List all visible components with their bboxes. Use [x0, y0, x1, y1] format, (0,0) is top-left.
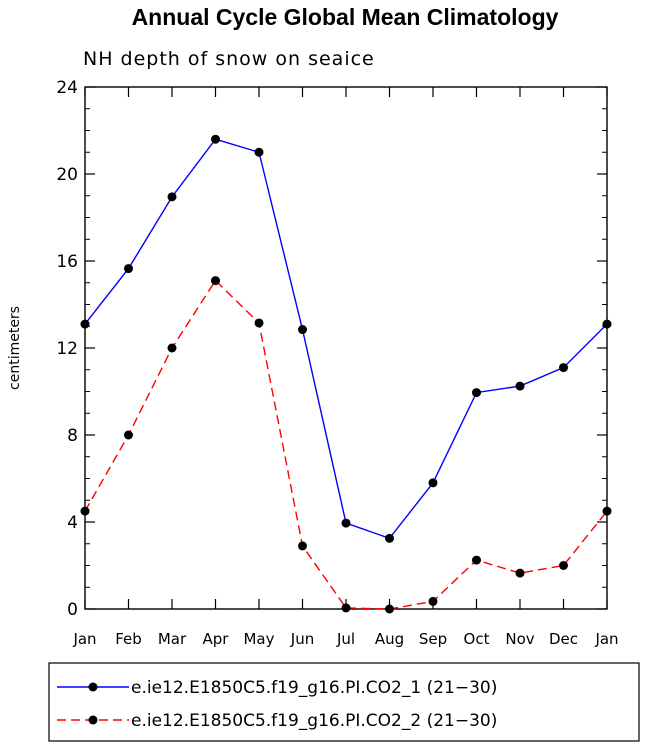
- series-2-point: [428, 596, 438, 606]
- y-axis-label: centimeters: [7, 306, 23, 390]
- x-tick-label: Oct: [464, 630, 490, 648]
- series-line-1: [84, 138, 608, 540]
- x-tick-label: Mar: [158, 630, 187, 648]
- plot-frame: [84, 86, 608, 610]
- y-tick-label: 24: [56, 78, 78, 98]
- series-2-point: [254, 318, 264, 328]
- x-tick-label: Apr: [203, 630, 230, 648]
- series-layer: [80, 134, 612, 614]
- series-1-point: [254, 147, 264, 157]
- chart-subtitle: NH depth of snow on seaice: [83, 48, 375, 70]
- x-tick-label: Jul: [336, 630, 355, 648]
- x-tick-label: Dec: [549, 630, 578, 648]
- series-2-point: [298, 541, 307, 551]
- series-1-point: [298, 325, 307, 335]
- y-tick-label: 16: [56, 252, 78, 272]
- series-2-point: [124, 430, 133, 440]
- series-2-point: [472, 555, 481, 565]
- y-tick-label: 12: [56, 339, 78, 359]
- series-1-point: [80, 319, 90, 329]
- series-1-point: [515, 381, 525, 391]
- series-1-point: [472, 388, 481, 398]
- y-axis-ticks: 0 4 8 12 16 20 24: [56, 78, 607, 620]
- series-1-point: [559, 363, 568, 373]
- series-2-point: [167, 343, 177, 353]
- x-axis-ticks: Jan Feb Mar Apr May Jun Jul Aug Sep Oct Nov Dec Jan: [72, 87, 619, 648]
- series-1-point: [341, 518, 351, 528]
- y-tick-label: 20: [56, 165, 78, 185]
- x-tick-label: Jan: [594, 630, 618, 648]
- legend: e.ie12.E1850C5.f19_g16.PI.CO2_1 (21−30) e…: [48, 662, 640, 742]
- series-2-point: [515, 568, 525, 578]
- chart-title: Annual Cycle Global Mean Climatology: [132, 4, 559, 30]
- series-line-2: [84, 279, 608, 610]
- y-tick-label: 0: [67, 600, 78, 620]
- series-1-point: [211, 134, 220, 144]
- series-2-point: [602, 506, 612, 516]
- x-tick-label: May: [243, 630, 274, 648]
- legend-marker-1: [88, 682, 98, 692]
- y-tick-label: 8: [67, 426, 78, 446]
- x-tick-label: Feb: [115, 630, 142, 648]
- x-tick-label: Jan: [72, 630, 96, 648]
- series-2-point: [341, 603, 351, 613]
- legend-marker-2: [88, 715, 98, 725]
- series-2-point: [385, 604, 394, 614]
- series-1-point: [167, 192, 177, 202]
- series-1-point: [124, 264, 133, 274]
- legend-label-2: e.ie12.E1850C5.f19_g16.PI.CO2_2 (21−30): [131, 711, 497, 731]
- series-1-point: [385, 533, 394, 543]
- x-tick-label: Jun: [290, 630, 314, 648]
- x-tick-label: Sep: [419, 630, 447, 648]
- x-tick-label: Aug: [375, 630, 404, 648]
- x-tick-label: Nov: [505, 630, 534, 648]
- series-2-point: [559, 561, 568, 570]
- series-2-point: [211, 276, 220, 286]
- series-1-point: [602, 319, 612, 329]
- legend-label-1: e.ie12.E1850C5.f19_g16.PI.CO2_1 (21−30): [131, 678, 497, 698]
- legend-box: [48, 662, 640, 742]
- y-tick-label: 4: [67, 513, 78, 533]
- series-1-point: [428, 478, 438, 488]
- series-2-point: [80, 506, 90, 516]
- plot-border: [84, 86, 608, 610]
